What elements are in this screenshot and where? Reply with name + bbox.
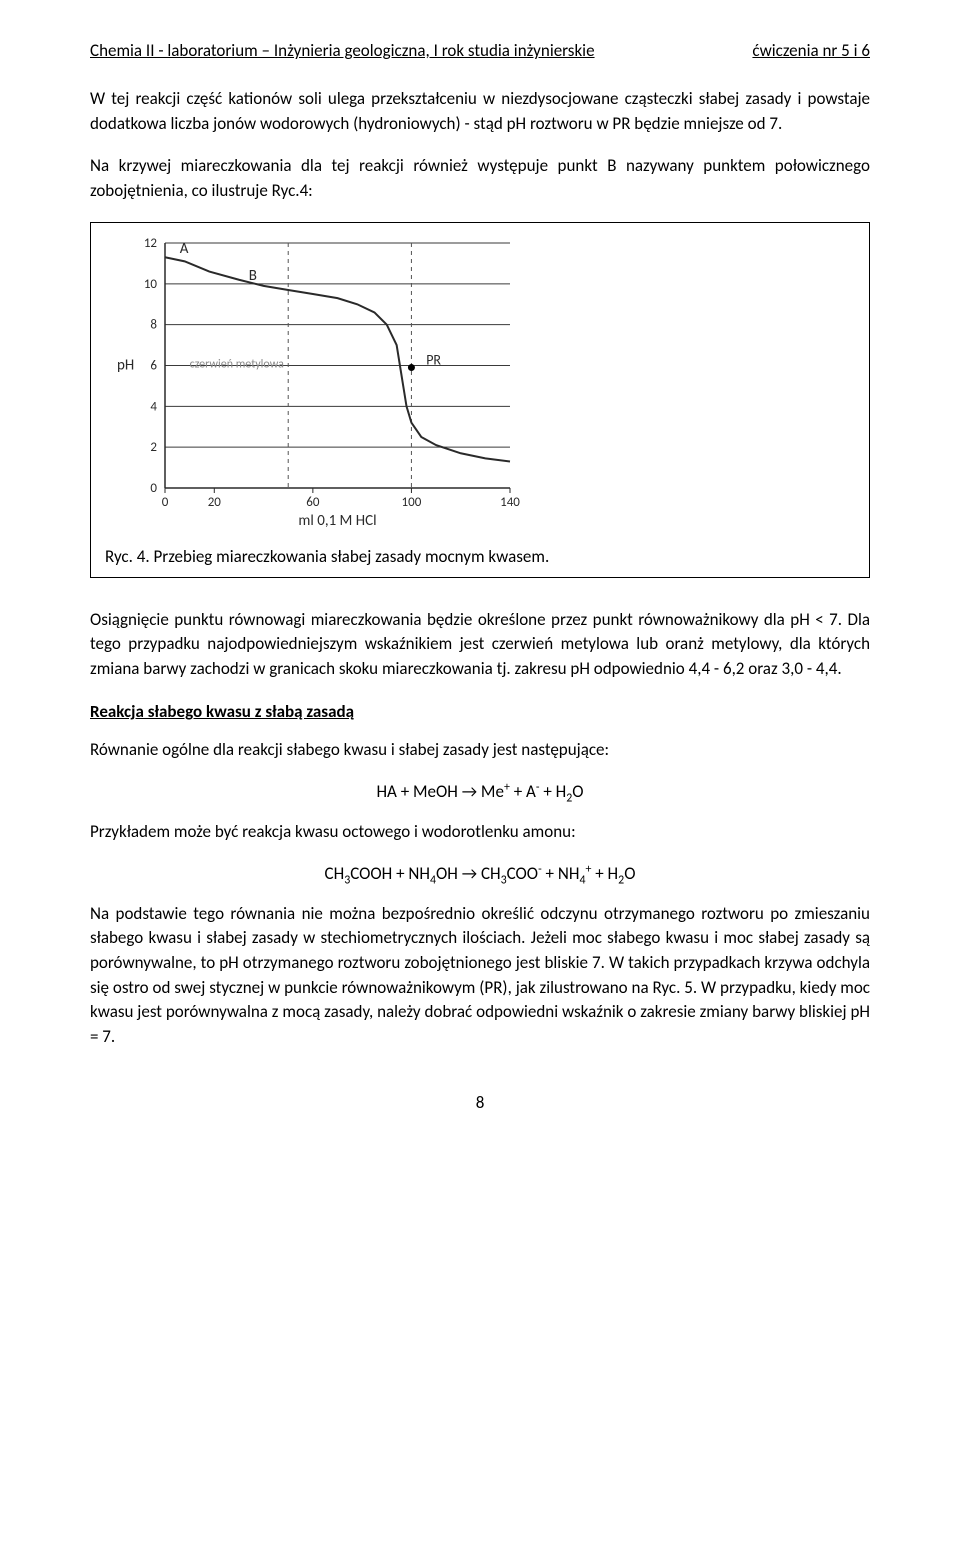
paragraph-6: Na podstawie tego równania nie można bez… (90, 902, 870, 1050)
svg-text:czerwień metylowa: czerwień metylowa (190, 357, 285, 371)
paragraph-2: Na krzywej miareczkowania dla tej reakcj… (90, 154, 870, 203)
svg-text:10: 10 (144, 276, 158, 291)
paragraph-1: W tej reakcji część kationów soli ulega … (90, 87, 870, 136)
equation-1: HA + MeOH → Me+ + A- + H2O (90, 781, 870, 802)
svg-text:B: B (249, 266, 257, 284)
svg-text:PR: PR (426, 351, 441, 368)
svg-text:A: A (180, 240, 189, 258)
svg-text:100: 100 (402, 495, 422, 510)
paragraph-5: Przykładem może być reakcja kwasu octowe… (90, 820, 870, 845)
svg-text:140: 140 (500, 495, 520, 510)
figure-4-box: 0 2 4 6 8 10 12 0 20 60 100 140 pH ml 0,1 M HCl A Bczer… (90, 222, 870, 578)
page: Chemia II - laboratorium – Inżynieria ge… (0, 0, 960, 1143)
svg-text:20: 20 (208, 495, 222, 510)
svg-text:2: 2 (150, 440, 157, 455)
svg-text:8: 8 (150, 317, 157, 332)
figure-4-chart: 0 2 4 6 8 10 12 0 20 60 100 140 pH ml 0,1 M HCl A Bczer… (105, 233, 525, 533)
paragraph-3: Osiągnięcie punktu równowagi miareczkowa… (90, 608, 870, 682)
page-header: Chemia II - laboratorium – Inżynieria ge… (90, 40, 870, 61)
svg-text:4: 4 (150, 399, 157, 414)
figure-4-caption: Ryc. 4. Przebieg miareczkowania słabej z… (105, 546, 855, 567)
header-left: Chemia II - laboratorium – Inżynieria ge… (90, 40, 595, 61)
svg-text:6: 6 (150, 358, 157, 373)
header-right: ćwiczenia nr 5 i 6 (752, 40, 870, 61)
page-number: 8 (90, 1092, 870, 1113)
subheading-weak-acid-weak-base: Reakcja słabego kwasu z słabą zasadą (90, 701, 870, 722)
svg-text:0: 0 (162, 495, 169, 510)
paragraph-4: Równanie ogólne dla reakcji słabego kwas… (90, 738, 870, 763)
svg-text:pH: pH (117, 356, 134, 374)
equation-2: CH3COOH + NH4OH → CH3COO- + NH4+ + H2O (90, 863, 870, 884)
svg-text:12: 12 (144, 236, 158, 251)
svg-text:ml 0,1 M HCl: ml 0,1 M HCl (298, 512, 376, 530)
svg-text:60: 60 (306, 495, 320, 510)
svg-text:0: 0 (150, 481, 157, 496)
